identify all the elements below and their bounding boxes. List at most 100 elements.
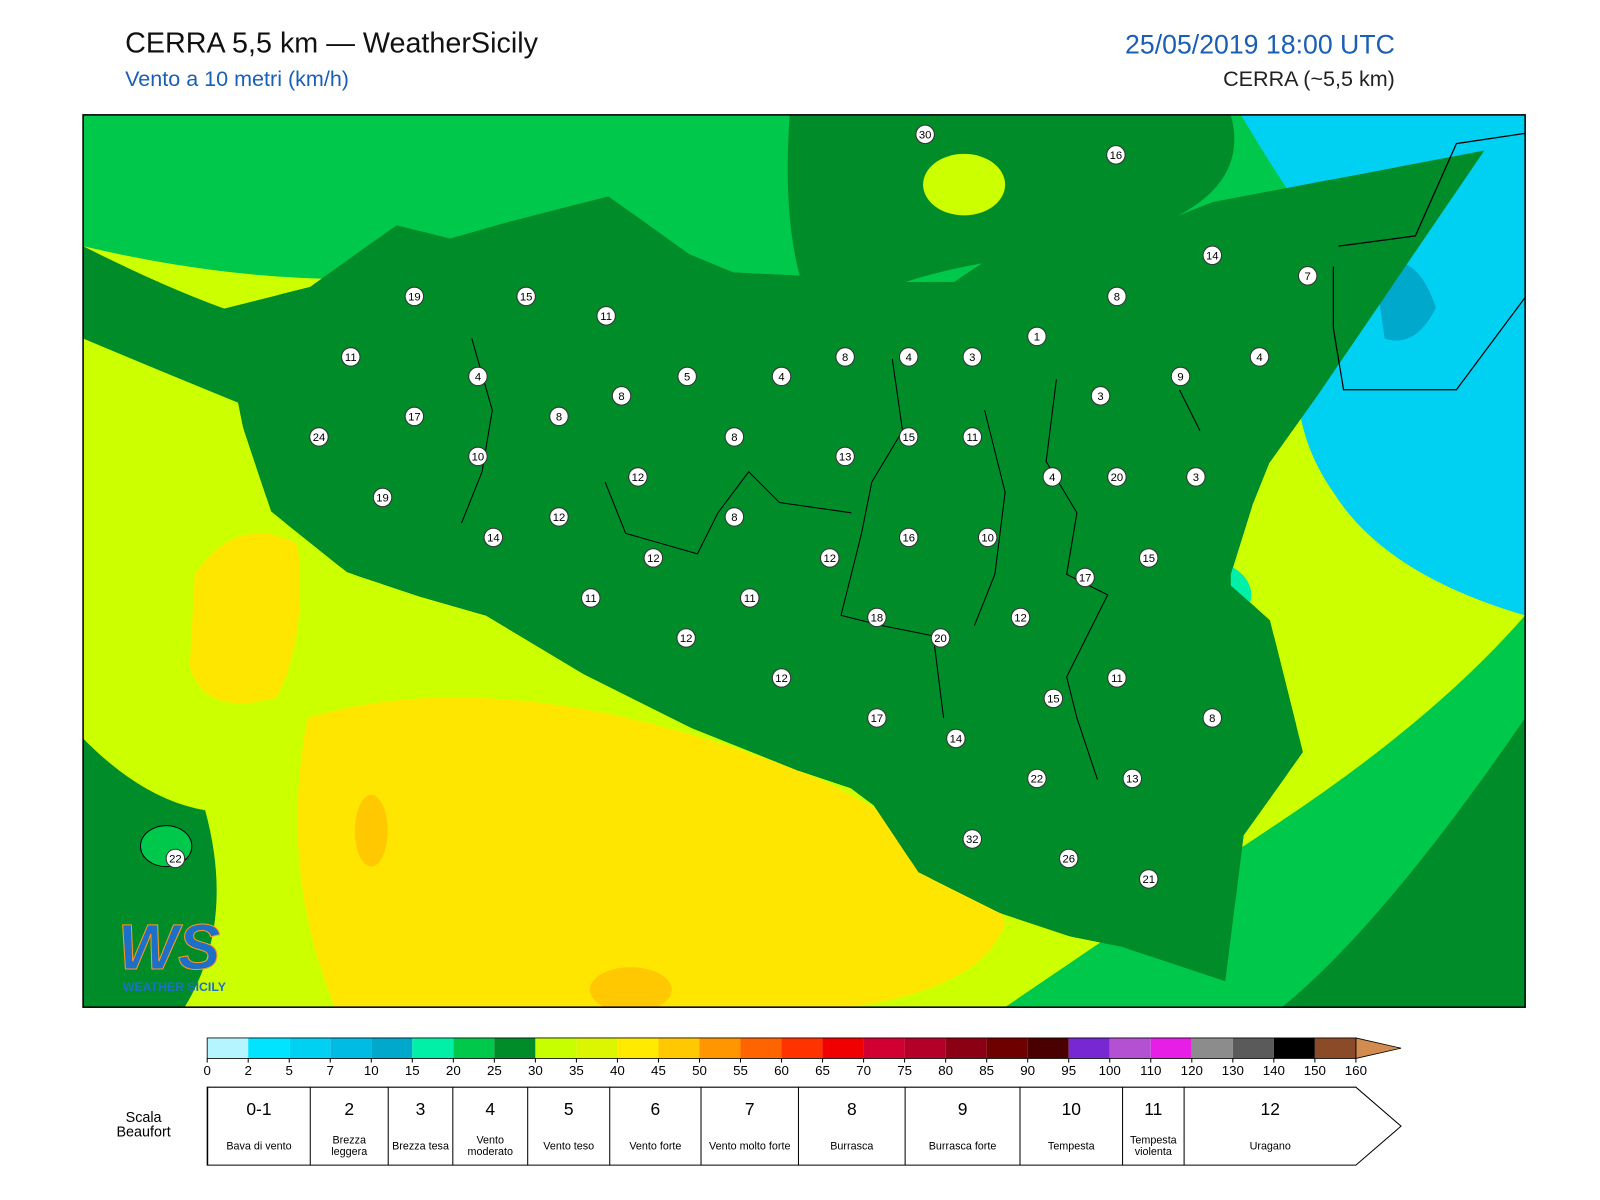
colorbar-segment: [1068, 1037, 1110, 1059]
station-value: 14: [1206, 250, 1219, 262]
station-marker: [819, 548, 840, 568]
colorbar-tick-label: 100: [1099, 1063, 1121, 1078]
station-value: 11: [600, 311, 612, 323]
model: CERRA (~5,5 km): [1223, 67, 1395, 92]
station-value: 7: [1305, 271, 1311, 283]
colorbar-tick-label: 5: [286, 1063, 293, 1078]
station-value: 8: [731, 432, 737, 444]
beaufort-force: 5: [563, 1099, 574, 1119]
station-marker: [771, 366, 792, 387]
station-marker: [468, 366, 488, 387]
colorbar-segment: [1314, 1037, 1356, 1059]
station-marker: [1107, 286, 1127, 307]
station-marker: [404, 286, 425, 307]
wind-field: [83, 114, 1526, 1008]
station-value: 26: [1062, 854, 1075, 866]
beaufort-label: Vento teso: [543, 1139, 595, 1153]
colorbar-extension: [1355, 1037, 1402, 1059]
station-marker: [165, 848, 186, 869]
station-marker: [404, 406, 425, 427]
station-value: 17: [408, 412, 421, 424]
station-value: 8: [842, 352, 848, 364]
station-value: 9: [1177, 372, 1183, 384]
station-marker: [1027, 326, 1047, 347]
beaufort-label: Uragano: [1249, 1139, 1291, 1153]
station-value: 8: [556, 412, 562, 424]
colorbar-segment: [535, 1037, 577, 1059]
station-marker: [915, 124, 935, 145]
station-marker: [946, 728, 966, 749]
beaufort-cell: 8 Burrasca: [797, 1087, 905, 1166]
beaufort-force: 8: [846, 1099, 857, 1119]
station-marker: [1138, 869, 1159, 889]
station-value: 11: [744, 593, 756, 605]
station-value: 12: [680, 633, 693, 645]
logo-mark: WS: [118, 912, 220, 983]
colorbar-segment: [412, 1037, 454, 1059]
colorbar-tick-label: 70: [856, 1063, 871, 1078]
beaufort-force: 9: [957, 1099, 968, 1119]
station-value: 15: [902, 432, 915, 444]
station-value: 13: [839, 452, 852, 464]
station-value: 10: [472, 452, 485, 464]
station-marker: [309, 427, 329, 447]
station-marker: [581, 588, 601, 608]
beaufort-force: 12: [1260, 1099, 1280, 1119]
station-value: 22: [1031, 774, 1044, 786]
station-marker: [1027, 768, 1047, 789]
beaufort-title: Scala Beaufort: [116, 1108, 171, 1140]
station-marker: [341, 347, 361, 367]
station-value: 12: [632, 472, 645, 484]
station-marker: [1010, 607, 1031, 628]
colorbar-tick-label: 40: [610, 1063, 625, 1078]
beaufort-cell: 9 Burrasca forte: [904, 1087, 1020, 1166]
station-value: 12: [775, 673, 788, 685]
colorbar-segment: [781, 1037, 823, 1059]
colorbar-segment: [986, 1037, 1028, 1059]
colorbar-segment: [494, 1037, 536, 1059]
station-value: 4: [1049, 472, 1055, 484]
beaufort-force: 4: [485, 1099, 496, 1119]
beaufort-label: Vento forte: [629, 1139, 682, 1153]
station-value: 19: [376, 493, 389, 505]
colorbar-segment: [576, 1037, 618, 1059]
station-marker: [1107, 668, 1127, 688]
station-marker: [676, 628, 696, 648]
colorbar-tick-label: 120: [1181, 1063, 1203, 1078]
station-value: 8: [1114, 292, 1120, 304]
colorbar-segment: [1150, 1037, 1192, 1059]
station-marker: [468, 446, 488, 467]
colorbar-segment: [945, 1037, 987, 1059]
station-marker: [1297, 266, 1318, 286]
station-marker: [898, 527, 919, 548]
station-value: 22: [169, 854, 182, 866]
station-marker: [1075, 567, 1095, 588]
logo-name: WEATHER SICILY: [123, 980, 226, 994]
colorbar-tick-label: 140: [1263, 1063, 1285, 1078]
station-value: 3: [1097, 391, 1103, 403]
colorbar-segment: [330, 1037, 372, 1059]
colorbar-tick-label: 10: [364, 1063, 379, 1078]
station-value: 24: [313, 432, 326, 444]
colorbar-tick-label: 130: [1222, 1063, 1244, 1078]
station-marker: [1058, 848, 1079, 869]
beaufort-force: 0-1: [246, 1099, 272, 1119]
map-frame: [82, 114, 1526, 1008]
station-marker: [835, 347, 855, 367]
station-marker: [372, 487, 393, 508]
beaufort-label: Burrasca forte: [928, 1139, 997, 1153]
station-marker: [611, 386, 632, 406]
beaufort-label: Burrasca: [830, 1139, 874, 1153]
colorbar-tick-label: 25: [487, 1063, 502, 1078]
colorbar-tick-label: 45: [651, 1063, 666, 1078]
station-marker: [1186, 467, 1206, 487]
station-value: 30: [919, 129, 932, 141]
beaufort-label: Vento moderato: [467, 1134, 513, 1158]
datetime: 25/05/2019 18:00 UTC: [1125, 28, 1395, 60]
station-value: 11: [966, 432, 978, 444]
colorbar-tick-label: 50: [692, 1063, 707, 1078]
colorbar-segment: [1273, 1037, 1315, 1059]
station-value: 8: [731, 512, 737, 524]
station-marker: [962, 427, 983, 447]
